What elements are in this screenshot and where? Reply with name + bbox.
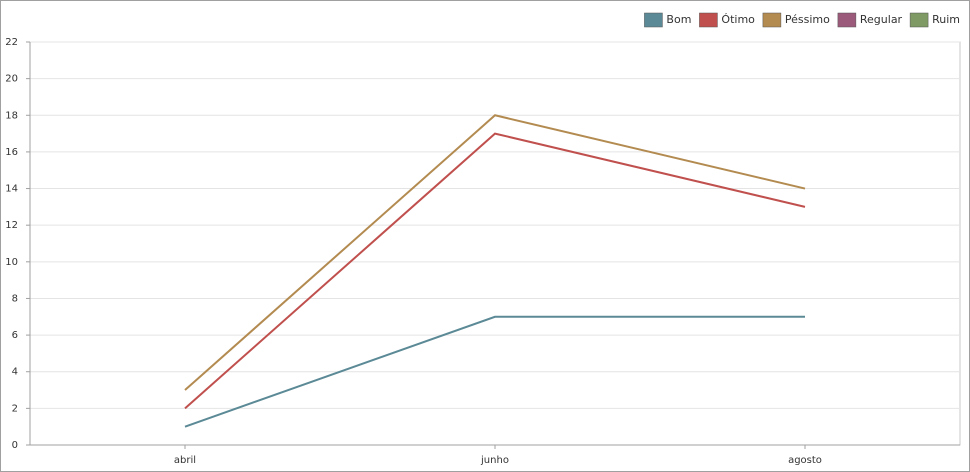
x-tick-label: junho <box>480 455 509 466</box>
y-tick-label: 14 <box>5 184 18 195</box>
y-tick-label: 4 <box>12 367 18 378</box>
y-tick-label: 6 <box>12 330 18 341</box>
x-tick-label: agosto <box>788 455 822 466</box>
series-line <box>184 315 805 428</box>
legend-label: Ruim <box>932 13 960 26</box>
y-tick-label: 18 <box>5 110 18 121</box>
x-tick-label: abril <box>174 455 196 466</box>
plot-area <box>29 41 961 446</box>
series-line <box>184 132 806 410</box>
y-tick-label: 8 <box>12 293 18 304</box>
y-tick-label: 0 <box>12 440 18 451</box>
legend-swatch <box>909 12 929 28</box>
legend-label: Bom <box>666 13 691 26</box>
y-tick-label: 20 <box>5 74 18 85</box>
legend-swatch <box>699 12 718 28</box>
y-tick-label: 16 <box>5 147 18 158</box>
y-tick-label: 2 <box>12 403 18 414</box>
legend-swatch <box>837 12 857 28</box>
legend-label: Ótimo <box>721 13 755 26</box>
legend-swatch <box>644 12 663 28</box>
y-tick-label: 10 <box>5 257 18 268</box>
legend-label: Regular <box>860 13 903 26</box>
legend-swatch <box>762 12 782 28</box>
series-line <box>184 114 806 391</box>
y-tick-label: 22 <box>5 37 18 48</box>
legend-label: Péssimo <box>785 13 830 26</box>
y-tick-label: 12 <box>5 220 18 231</box>
